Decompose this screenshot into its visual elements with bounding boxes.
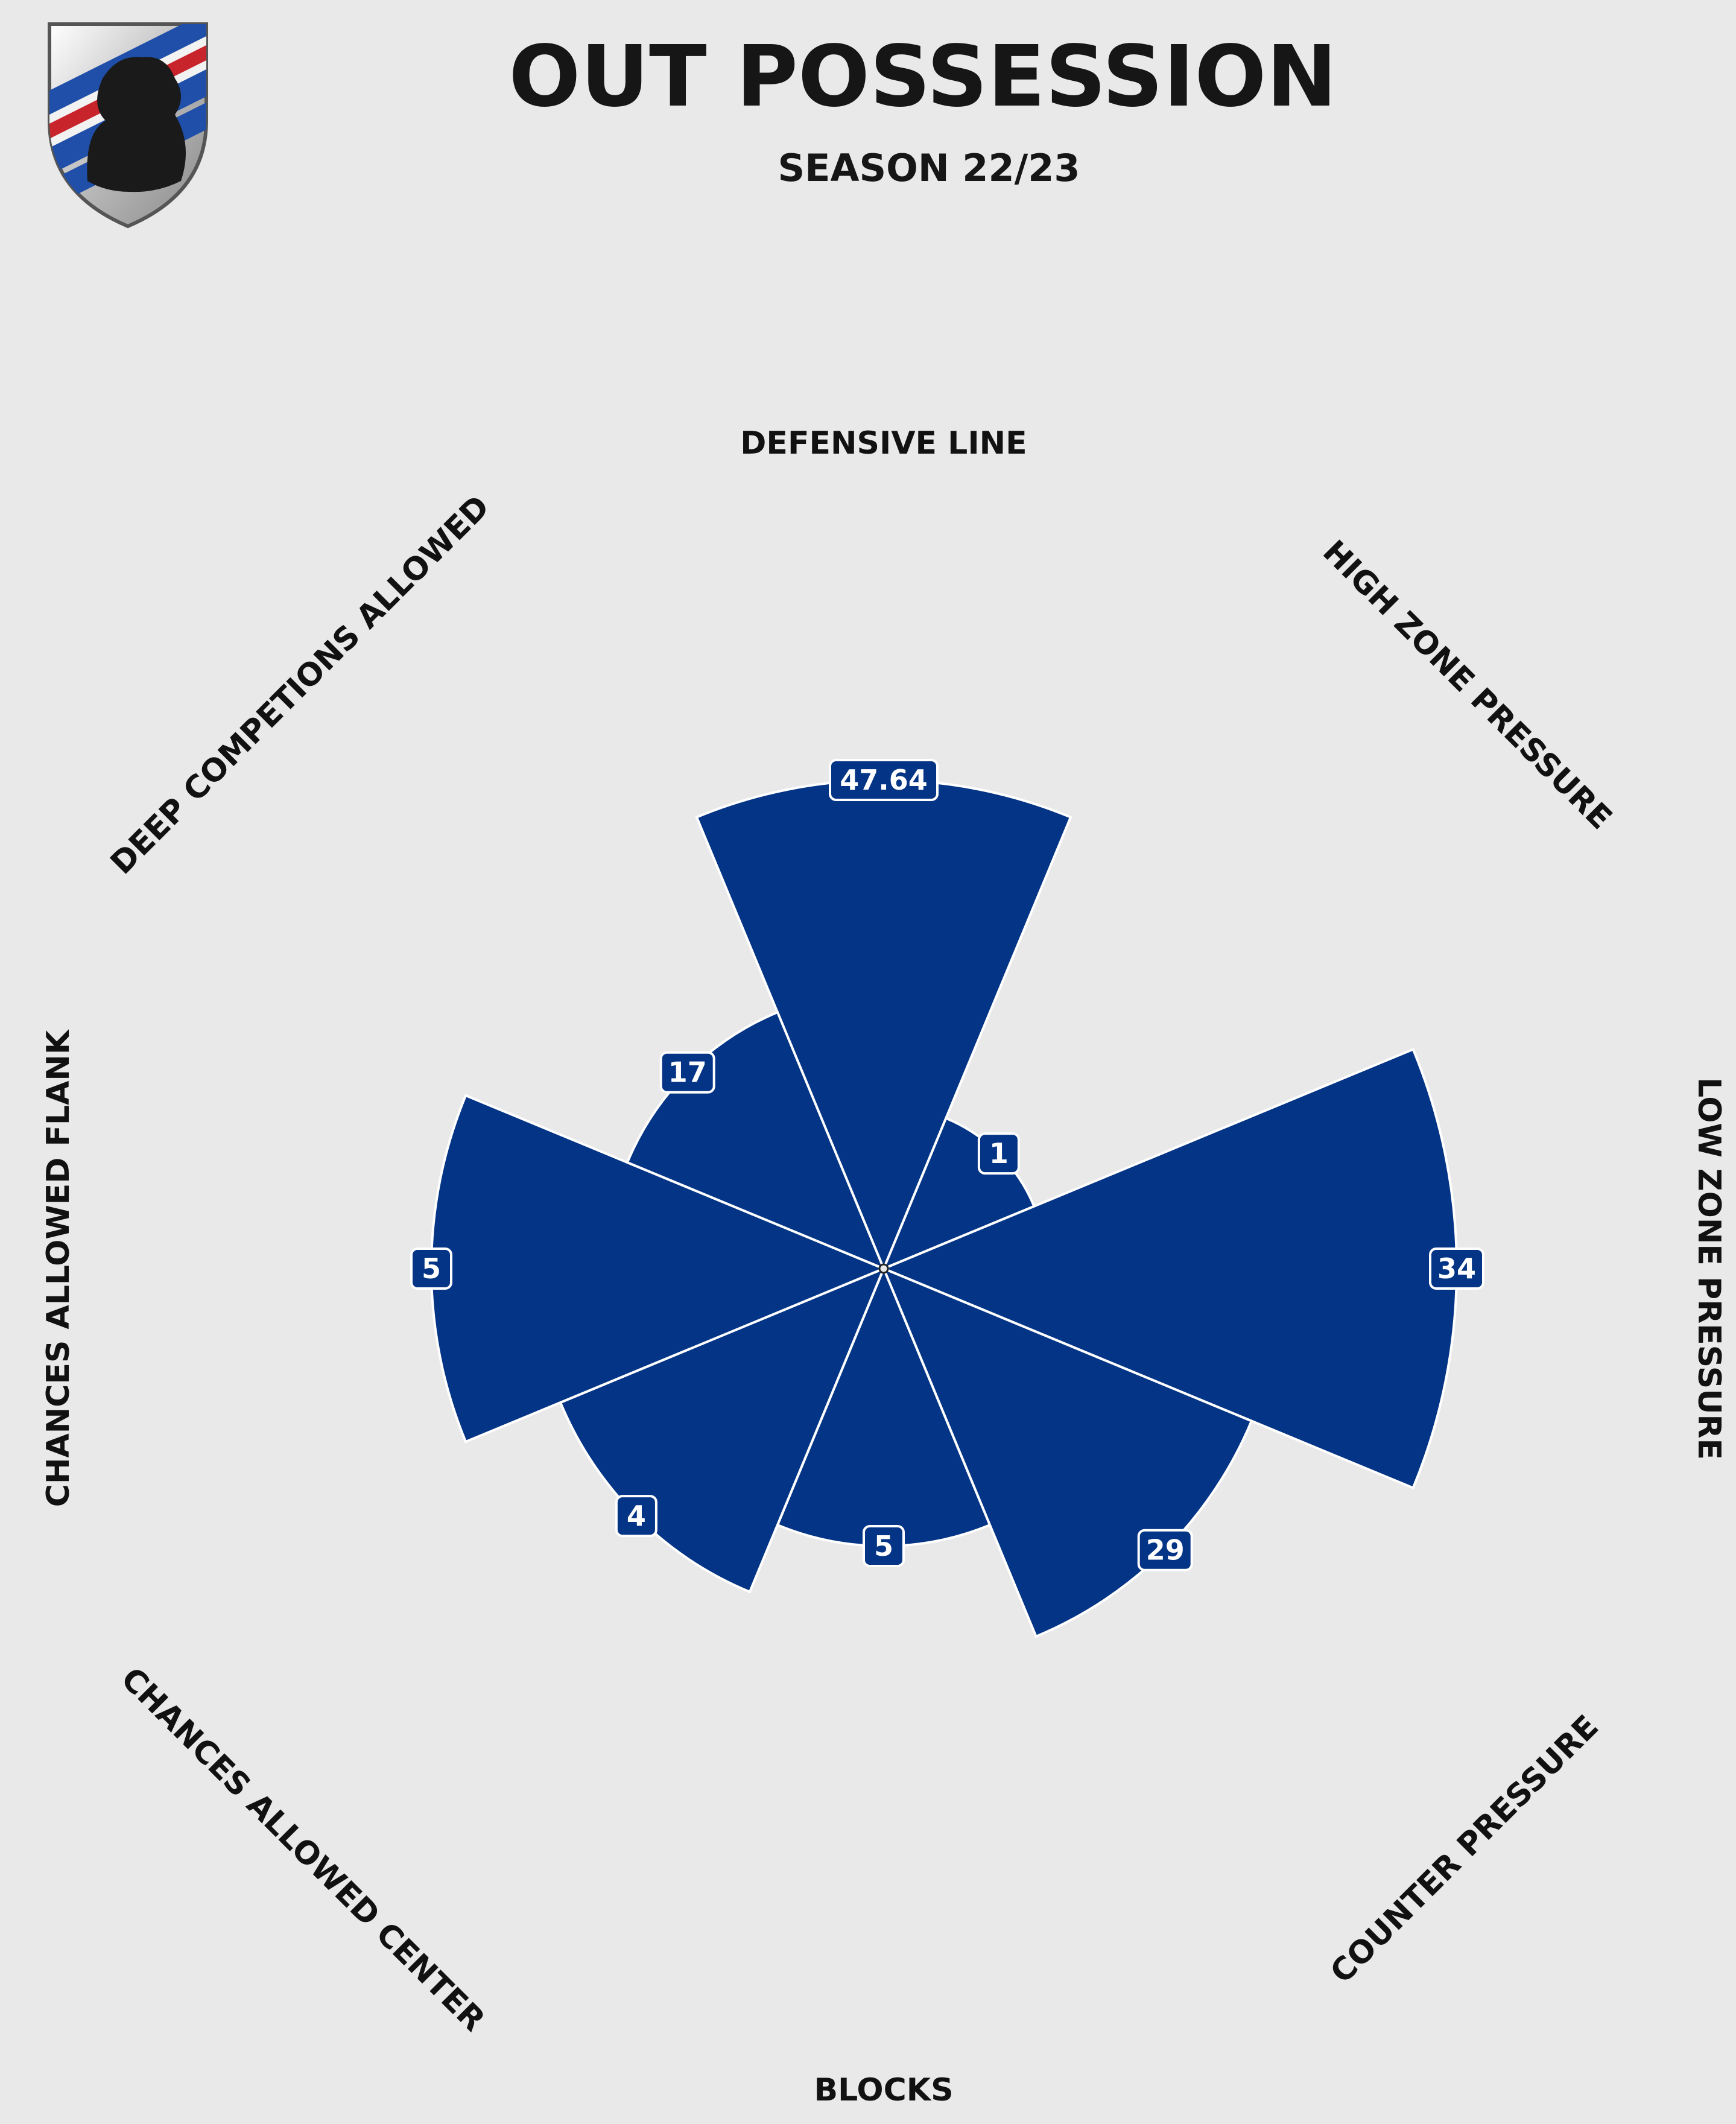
category-label-defensive-line: DEFENSIVE LINE bbox=[740, 425, 1027, 461]
page-subtitle: SEASON 22/23 bbox=[778, 146, 1080, 190]
svg-text:4: 4 bbox=[627, 1500, 646, 1532]
category-label-high-zone-pressure: HIGH ZONE PRESSURE bbox=[1316, 534, 1618, 837]
value-label-counter-pressure: 29 bbox=[1139, 1530, 1192, 1570]
svg-text:5: 5 bbox=[874, 1530, 893, 1562]
category-label-blocks: BLOCKS bbox=[814, 2072, 953, 2108]
club-shield-icon bbox=[49, 12, 206, 226]
category-label-low-zone-pressure: LOW ZONE PRESSURE bbox=[1691, 1077, 1727, 1460]
svg-text:47.64: 47.64 bbox=[840, 764, 928, 796]
category-label-chances-allowed-center: CHANCES ALLOWED CENTER bbox=[114, 1661, 492, 2038]
page-title: OUT POSSESSION bbox=[508, 28, 1337, 126]
category-label-counter-pressure: COUNTER PRESSURE bbox=[1323, 1708, 1606, 1991]
category-label-deep-competions-allowed: DEEP COMPETIONS ALLOWED bbox=[104, 489, 496, 881]
svg-text:5: 5 bbox=[422, 1252, 441, 1285]
svg-text:17: 17 bbox=[668, 1056, 707, 1089]
value-label-defensive-line: 47.64 bbox=[830, 760, 937, 800]
svg-text:29: 29 bbox=[1146, 1534, 1185, 1567]
svg-text:34: 34 bbox=[1437, 1252, 1476, 1285]
value-label-high-zone-pressure: 1 bbox=[979, 1133, 1019, 1173]
value-label-blocks: 5 bbox=[864, 1526, 904, 1566]
chart-sectors bbox=[431, 780, 1457, 1637]
chart-center-dot bbox=[879, 1264, 888, 1273]
category-label-chances-allowed-flank: CHANCES ALLOWED FLANK bbox=[40, 1029, 77, 1507]
value-label-chances-allowed-flank: 5 bbox=[411, 1249, 451, 1289]
value-label-low-zone-pressure: 34 bbox=[1430, 1249, 1483, 1289]
svg-text:1: 1 bbox=[989, 1137, 1009, 1170]
value-label-chances-allowed-center: 4 bbox=[616, 1496, 656, 1536]
value-label-deep-competions-allowed: 17 bbox=[661, 1053, 714, 1092]
